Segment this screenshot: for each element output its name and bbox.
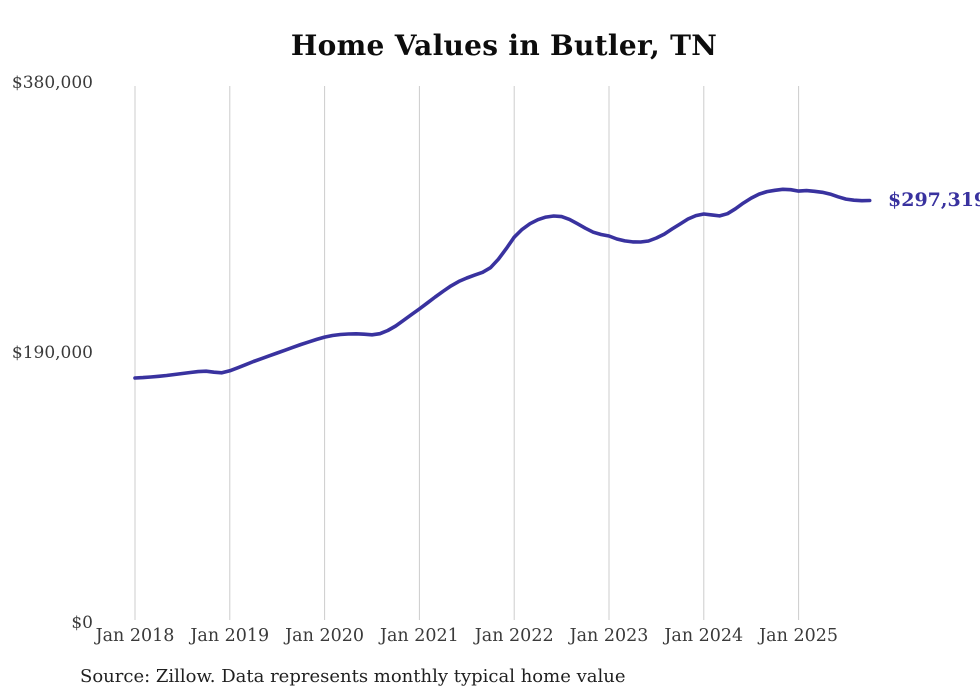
x-axis-label: Jan 2019 bbox=[190, 626, 270, 646]
y-axis-label: $190,000 bbox=[11, 343, 93, 363]
x-axis-label: Jan 2025 bbox=[759, 626, 838, 646]
x-axis-label: Jan 2020 bbox=[285, 626, 364, 646]
x-axis-label: Jan 2022 bbox=[474, 626, 554, 646]
x-axis-label: Jan 2021 bbox=[379, 626, 459, 646]
x-axis-label: Jan 2024 bbox=[664, 626, 744, 646]
source-note: Source: Zillow. Data represents monthly … bbox=[80, 666, 626, 687]
chart-title: Home Values in Butler, TN bbox=[290, 29, 718, 62]
vertical-gridlines bbox=[134, 86, 800, 620]
y-axis-label: $380,000 bbox=[11, 73, 93, 93]
y-axis-label: $0 bbox=[71, 613, 93, 633]
x-axis-label: Jan 2023 bbox=[569, 626, 649, 646]
current-value-label: $297,319 bbox=[888, 189, 980, 211]
x-axis-label: Jan 2018 bbox=[95, 626, 175, 646]
home-value-line bbox=[133, 187, 872, 380]
